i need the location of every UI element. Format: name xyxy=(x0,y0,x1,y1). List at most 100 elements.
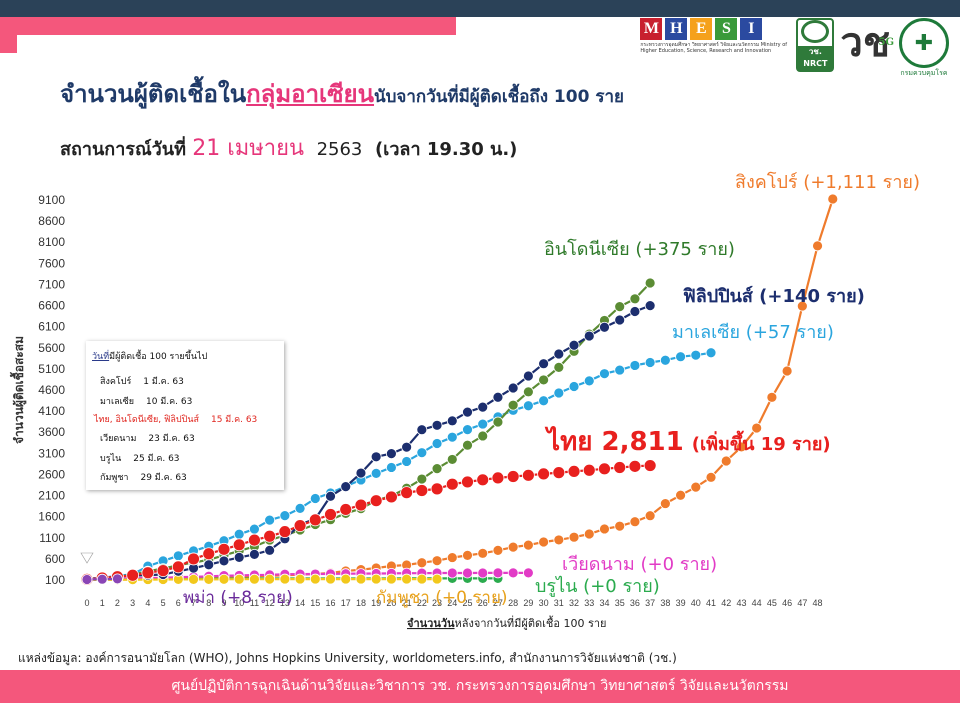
data-point-ไทย xyxy=(171,560,185,574)
data-point-สิงคโปร์ xyxy=(431,555,443,567)
data-point-ไทย xyxy=(324,508,337,521)
x-tick-label: 3 xyxy=(130,598,135,608)
data-point-มาเลเซีย xyxy=(233,528,245,540)
data-point-มาเลเซีย xyxy=(522,400,534,412)
legend-row-country: บรูไน xyxy=(100,454,122,464)
data-point-ฟิลิปปินส์ xyxy=(249,548,260,560)
series-label-มาเลเซีย: มาเลเซีย (+57 ราย) xyxy=(672,322,834,343)
data-point-มาเลเซีย xyxy=(385,462,397,473)
y-tick-label: 1100 xyxy=(39,531,65,545)
data-point-ไทย xyxy=(263,529,277,543)
legend-row-country: มาเลเซีย xyxy=(100,397,135,407)
pink-accent-bar xyxy=(0,17,456,35)
data-point-มาเลเซีย xyxy=(370,467,382,479)
legend-row-country: สิงคโปร์ xyxy=(100,377,132,387)
data-point-ฟิลิปปินส์ xyxy=(355,467,367,479)
data-point-มาเลเซีย xyxy=(583,375,595,387)
data-point-สิงคโปร์ xyxy=(675,489,686,501)
data-point-ไทย xyxy=(430,482,444,496)
x-tick-label: 2 xyxy=(115,598,120,608)
x-tick-label: 38 xyxy=(660,598,670,608)
data-point-อินโดนีเซีย xyxy=(614,301,626,313)
legend-row-date: 23 มี.ค. 63 xyxy=(148,434,195,444)
data-point-เวียดนาม xyxy=(492,567,504,579)
x-tick-label: 22 xyxy=(417,598,427,608)
data-point-กัมพูชา xyxy=(203,573,215,585)
x-tick-label: 39 xyxy=(676,598,686,608)
data-point-เวียดนาม xyxy=(446,567,458,579)
x-tick-label: 25 xyxy=(462,598,472,608)
mhesi-subtitle: กระทรวงการอุดมศึกษา วิทยาศาสตร์ วิจัยและ… xyxy=(640,42,788,54)
x-tick-label: 20 xyxy=(386,598,396,608)
data-point-สิงคโปร์ xyxy=(507,541,519,553)
data-point-มาเลเซีย xyxy=(659,354,671,366)
data-point-มาเลเซีย xyxy=(477,418,489,430)
data-point-ไทย xyxy=(476,473,490,487)
title-suffix: นับจากวันที่มีผู้ติดเชื้อถึง 100 ราย xyxy=(374,87,624,107)
legend-row-date: 10 มี.ค. 63 xyxy=(146,397,193,407)
series-label-text: ฟิลิปปินส์ (+140 ราย) xyxy=(683,285,865,307)
data-point-กัมพูชา xyxy=(416,573,428,585)
data-point-ไทย xyxy=(187,552,200,566)
x-tick-label: 14 xyxy=(295,598,305,608)
data-point-มาเลเซีย xyxy=(690,349,702,361)
data-point-ไทย xyxy=(369,494,383,508)
y-tick-label: 8600 xyxy=(38,214,65,228)
data-point-มาเลเซีย xyxy=(675,351,686,363)
data-point-ฟิลิปปินส์ xyxy=(538,358,549,370)
legend-row: กัมพูชา 29 มี.ค. 63 xyxy=(100,470,187,484)
page-title: จำนวนผู้ติดเชื้อในกลุ่มอาเซียนนับจากวันท… xyxy=(60,74,624,113)
x-tick-label: 26 xyxy=(478,598,488,608)
series-label-text: สิงคโปร์ (+1,111 ราย) xyxy=(735,171,920,193)
legend-row-date: 15 มี.ค. 63 xyxy=(210,415,258,425)
data-point-มาเลเซีย xyxy=(705,347,717,359)
data-point-มาเลเซีย xyxy=(568,381,580,392)
y-tick-label: 6100 xyxy=(38,320,65,334)
y-tick-label: 5100 xyxy=(38,362,65,376)
y-tick-label: 8100 xyxy=(38,235,65,249)
data-point-สิงคโปร์ xyxy=(416,557,428,569)
situation-line: สถานการณ์วันที่ 21 เมษายน 2563 (เวลา 19.… xyxy=(60,130,517,165)
data-point-ฟิลิปปินส์ xyxy=(522,370,534,382)
y-tick-label: 3600 xyxy=(38,425,65,439)
data-point-ฟิลิปปินส์ xyxy=(233,551,245,563)
data-point-ฟิลิปปินส์ xyxy=(644,300,656,312)
legend-header-rest: มีผู้ติดเชื้อ 100 รายขึ้นไป xyxy=(109,352,208,362)
x-tick-label: 0 xyxy=(84,598,89,608)
data-point-ฟิลิปปินส์ xyxy=(629,306,641,317)
x-tick-label: 28 xyxy=(508,598,518,608)
series-label-text: มาเลเซีย (+57 ราย) xyxy=(672,322,834,343)
data-point-มาเลเซีย xyxy=(538,395,549,407)
data-point-ไทย xyxy=(445,477,459,491)
data-point-สิงคโปร์ xyxy=(720,455,732,467)
data-point-มาเลเซีย xyxy=(249,523,260,535)
top-bar xyxy=(0,0,960,17)
x-tick-label: 46 xyxy=(782,598,792,608)
data-point-กัมพูชา xyxy=(401,573,413,585)
data-point-อินโดนีเซีย xyxy=(477,430,489,442)
situation-label: สถานการณ์วันที่ xyxy=(60,139,186,160)
data-point-พม่า xyxy=(81,574,93,585)
data-point-ฟิลิปปินส์ xyxy=(446,415,458,427)
series-label-extra: (เพิ่มขึ้น 19 ราย) xyxy=(692,430,831,455)
x-tick-label: 16 xyxy=(326,598,336,608)
y-tick-label: 9100 xyxy=(38,193,65,207)
data-point-ฟิลิปปินส์ xyxy=(416,424,428,436)
data-point-อินโดนีเซีย xyxy=(492,416,504,428)
x-tick-label: 5 xyxy=(161,598,166,608)
data-point-กัมพูชา xyxy=(431,573,443,585)
data-point-มาเลเซีย xyxy=(172,550,184,562)
data-point-มาเลเซีย xyxy=(614,364,626,376)
y-tick-label: 6600 xyxy=(38,299,65,313)
x-tick-label: 27 xyxy=(493,598,503,608)
legend-row-date: 25 มี.ค. 63 xyxy=(133,454,180,464)
data-point-ไทย xyxy=(461,475,474,489)
data-point-อินโดนีเซีย xyxy=(553,361,565,373)
data-point-มาเลเซีย xyxy=(553,387,565,399)
data-point-สิงคโปร์ xyxy=(553,534,565,546)
x-tick-label: 48 xyxy=(813,598,823,608)
y-tick-label: 7600 xyxy=(38,256,65,270)
data-point-ไทย xyxy=(643,459,657,472)
legend-row: มาเลเซีย 10 มี.ค. 63 xyxy=(100,394,192,408)
